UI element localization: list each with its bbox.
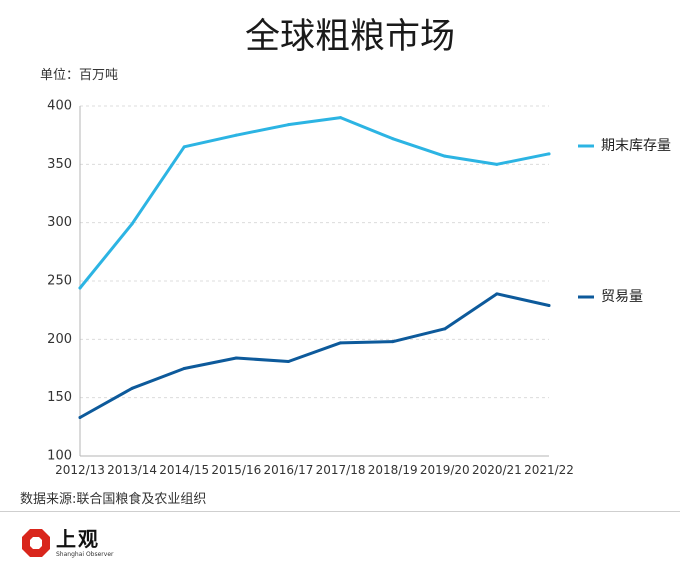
x-tick-labels: 2012/13 2013/14 2014/15 2015/16 2016/17 2017/… [55, 463, 574, 477]
x-tick-label: 2012/13 [55, 463, 105, 477]
data-point [130, 386, 134, 390]
logo-subtitle: Shanghai Observer [56, 551, 114, 558]
data-point [391, 340, 395, 344]
unit-label: 单位：百万吨 [40, 68, 119, 83]
series-2 [78, 292, 551, 419]
chart-title: 全球粗粮市场 [244, 17, 455, 57]
legend-item: 贸易量 [578, 289, 643, 305]
divider [0, 511, 680, 512]
data-point [286, 360, 290, 363]
x-tick-label: 2015/16 [211, 463, 261, 477]
x-tick-label: 2016/17 [264, 463, 314, 477]
data-point [130, 222, 134, 226]
legend-label: 贸易量 [601, 289, 643, 305]
series-line [78, 292, 551, 419]
logo-name: 上观 [56, 527, 100, 551]
line-chart: 100 150 200 250 300 350 400 2012/13 2013/14 2014/… [47, 99, 671, 478]
x-tick-label: 2014/15 [159, 463, 209, 477]
y-tick-label: 400 [47, 99, 72, 114]
x-tick-label: 2021/22 [524, 463, 574, 477]
logo-mark-icon [22, 529, 50, 557]
data-point [182, 367, 186, 370]
y-tick-label: 200 [47, 332, 72, 347]
x-tick-label: 2017/18 [316, 463, 366, 477]
data-point [339, 116, 343, 120]
x-tick-label: 2019/20 [420, 463, 470, 477]
data-point [182, 145, 186, 149]
data-point [547, 304, 551, 307]
series-line [78, 116, 551, 290]
data-point [339, 341, 343, 345]
data-point [495, 162, 499, 166]
legend-label: 期末库存量 [601, 138, 671, 154]
y-tick-label: 250 [47, 274, 72, 289]
data-point [234, 356, 238, 360]
data-point [443, 154, 447, 158]
y-tick-label: 300 [47, 215, 72, 230]
data-point [391, 137, 395, 141]
x-tick-label: 2013/14 [107, 463, 157, 477]
source-note: 数据来源:联合国粮食及农业组织 [20, 492, 207, 507]
y-tick-label: 150 [47, 390, 72, 405]
data-point [78, 286, 82, 290]
data-point [495, 292, 499, 296]
x-tick-label: 2020/21 [472, 463, 522, 477]
data-point [78, 416, 82, 419]
gridlines [80, 105, 549, 399]
x-tick-label: 2018/19 [368, 463, 418, 477]
data-point [286, 123, 290, 127]
logo: 上观 Shanghai Observer [22, 527, 142, 561]
data-point [547, 152, 551, 156]
y-tick-labels: 100 150 200 250 300 350 400 [47, 99, 72, 464]
y-tick-label: 100 [47, 449, 72, 464]
data-point [443, 327, 447, 331]
data-point [234, 133, 238, 137]
y-tick-label: 350 [47, 157, 72, 172]
series-1 [78, 116, 551, 290]
legend-item: 期末库存量 [578, 138, 671, 154]
